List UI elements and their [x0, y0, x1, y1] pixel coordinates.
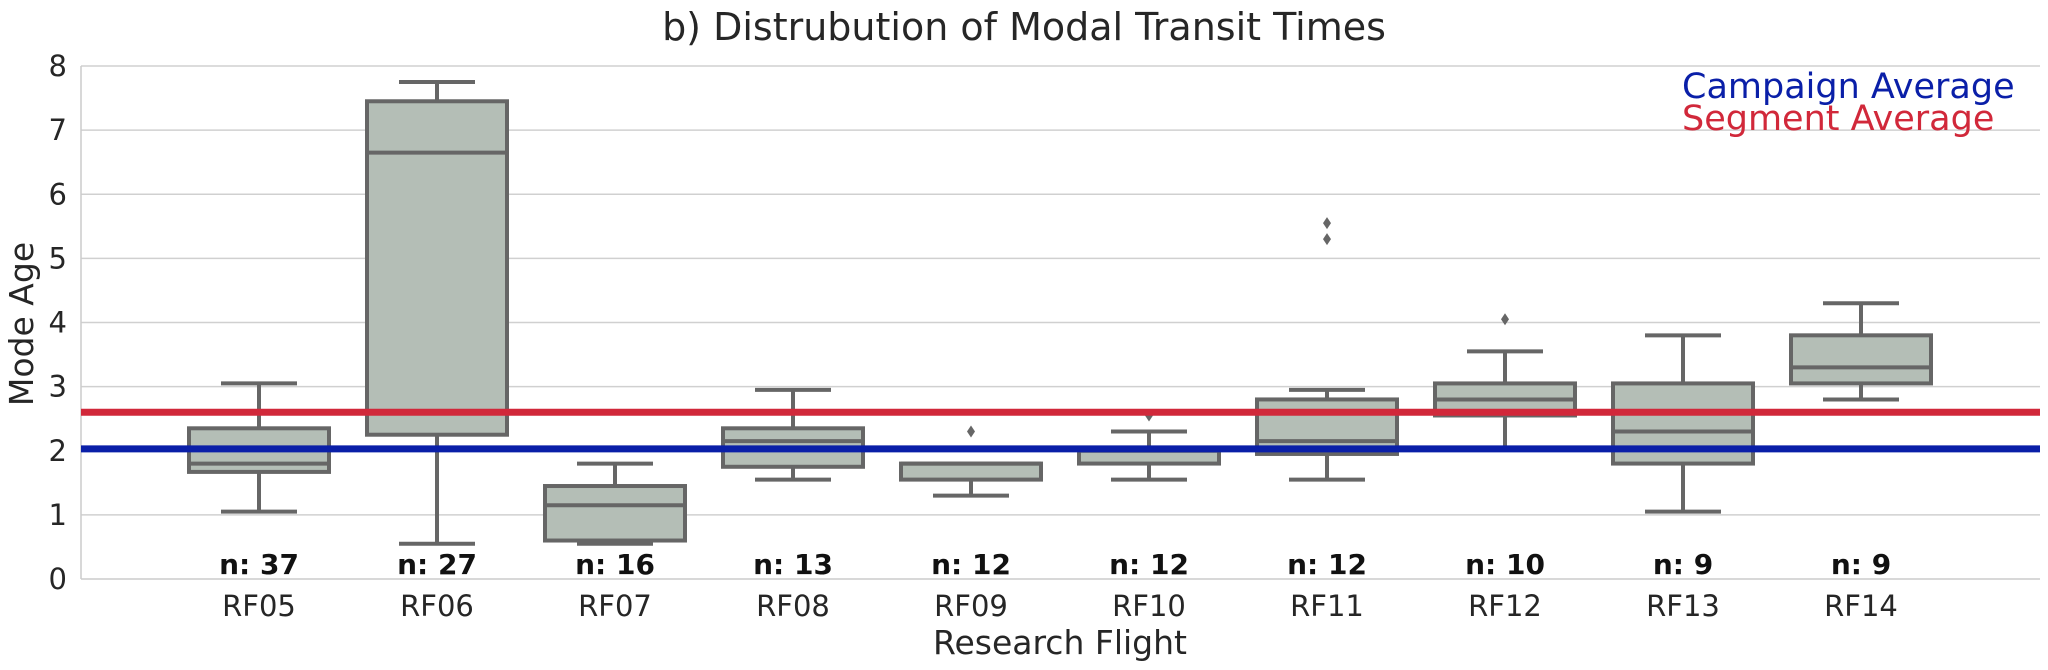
x-tick-label: RF09 [934, 589, 1008, 623]
n-count-label: n: 12 [1287, 548, 1367, 581]
x-tick-label: RF12 [1468, 589, 1542, 623]
box-rf08 [721, 387, 865, 482]
box-body [899, 461, 1043, 482]
y-tick-label: 4 [49, 306, 67, 340]
legend-entry: Campaign Average [1682, 67, 2015, 107]
n-count-label: n: 9 [1653, 548, 1713, 581]
outlier-point [1323, 217, 1331, 230]
reference-lines [81, 408, 2040, 453]
x-tick-label: RF13 [1646, 589, 1720, 623]
legend-entry: Segment Average [1682, 99, 1994, 139]
box-rf11 [1255, 217, 1399, 482]
y-tick-label: 3 [49, 370, 67, 404]
box-body [365, 99, 509, 437]
y-tick-label: 7 [49, 113, 67, 147]
n-count-label: n: 37 [219, 548, 299, 581]
x-axis-title: Research Flight [933, 623, 1187, 662]
outlier-point [1323, 233, 1331, 246]
n-count-label: n: 9 [1831, 548, 1891, 581]
box-rf13 [1611, 333, 1755, 514]
axes [80, 66, 2040, 580]
x-tick-label: RF11 [1290, 589, 1364, 623]
x-tick-label: RF06 [400, 589, 474, 623]
y-tick-label: 6 [49, 177, 67, 211]
x-tick-label: RF05 [222, 589, 296, 623]
y-tick-label: 0 [49, 562, 67, 596]
box-rf06 [365, 80, 509, 546]
y-tick-label: 8 [49, 49, 67, 83]
n-count-label: n: 12 [1109, 548, 1189, 581]
n-count-label: n: 16 [575, 548, 655, 581]
box-rf09 [899, 425, 1043, 498]
n-count-label: n: 10 [1465, 548, 1545, 581]
box-rf07 [543, 461, 687, 546]
x-tick-label: RF08 [756, 589, 830, 623]
boxes [187, 80, 1933, 546]
y-tick-label: 1 [49, 498, 67, 532]
box-rf14 [1789, 301, 1933, 402]
chart-title: b) Distrubution of Modal Transit Times [662, 5, 1386, 49]
n-count-label: n: 12 [931, 548, 1011, 581]
n-count-label: n: 13 [753, 548, 833, 581]
x-tick-label: RF10 [1112, 589, 1186, 623]
y-tick-label: 5 [49, 241, 67, 275]
y-axis-title: Mode Age [2, 242, 41, 406]
box-rf12 [1433, 313, 1577, 450]
box-body [543, 484, 687, 543]
x-tick-label: RF14 [1824, 589, 1898, 623]
x-tick-label: RF07 [578, 589, 652, 623]
outlier-point [1501, 313, 1509, 326]
tick-labels: 0 1 2 3 4 5 6 7 8 n: 37 RF05 n: 27 RF06 n: 16 RF07 n: 1… [49, 49, 1898, 623]
box-rf10 [1077, 409, 1221, 482]
box-body [1255, 397, 1399, 456]
outlier-point [967, 425, 975, 438]
box-body [1789, 333, 1933, 386]
n-count-label: n: 27 [397, 548, 477, 581]
y-tick-label: 2 [49, 434, 67, 468]
